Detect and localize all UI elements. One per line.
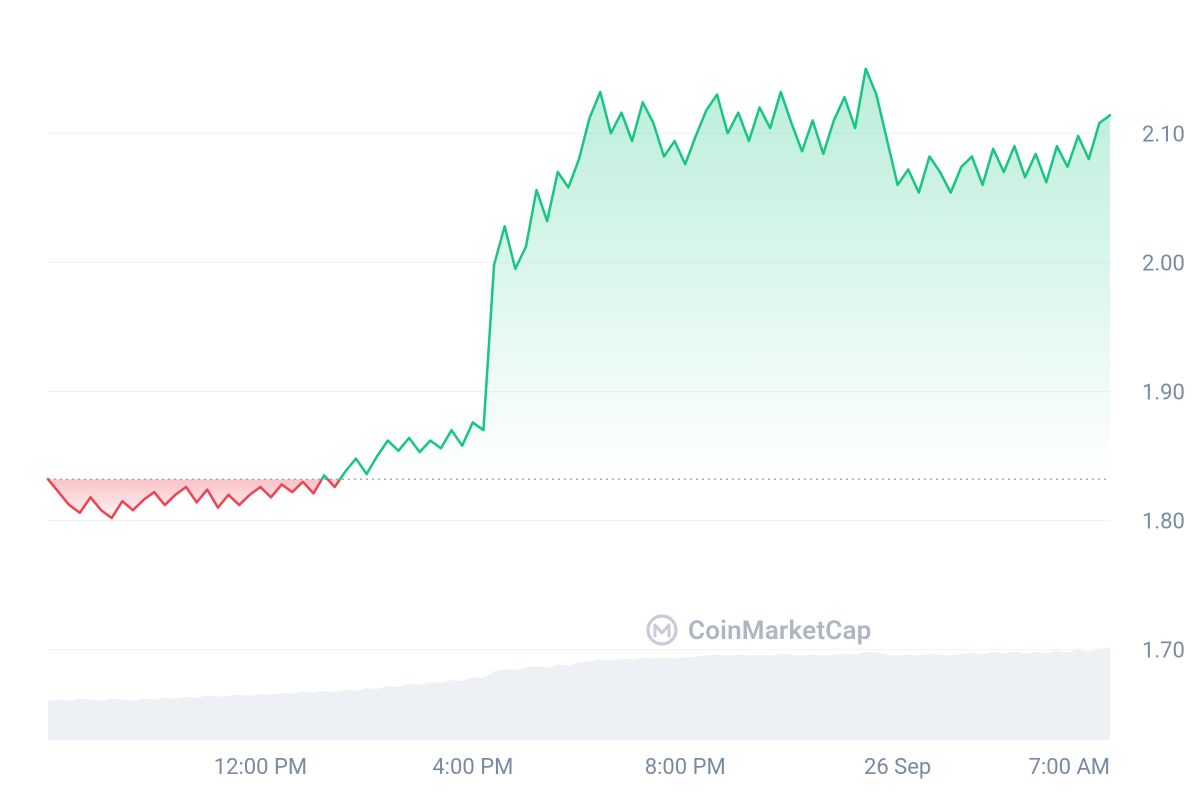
watermark-text: CoinMarketCap	[688, 616, 871, 646]
y-axis-label: 1.70	[1142, 639, 1185, 664]
price-chart: 1.70 1.80 1.90 2.00 2.10 12:00 PM 4:00 PM 8:00 …	[0, 0, 1200, 800]
y-axis-label: 1.80	[1142, 510, 1185, 535]
x-axis-label: 8:00 PM	[645, 755, 726, 780]
x-axis-label: 4:00 PM	[432, 755, 513, 780]
y-axis-label: 2.00	[1142, 251, 1185, 276]
y-axis-label: 1.90	[1142, 380, 1185, 405]
x-axis-label: 7:00 AM	[1029, 755, 1110, 780]
y-axis-label: 2.10	[1142, 122, 1185, 147]
x-axis-label: 26 Sep	[864, 755, 931, 780]
chart-svg: 1.70 1.80 1.90 2.00 2.10 12:00 PM 4:00 PM 8:00 …	[0, 0, 1200, 800]
x-axis-label: 12:00 PM	[214, 755, 307, 780]
